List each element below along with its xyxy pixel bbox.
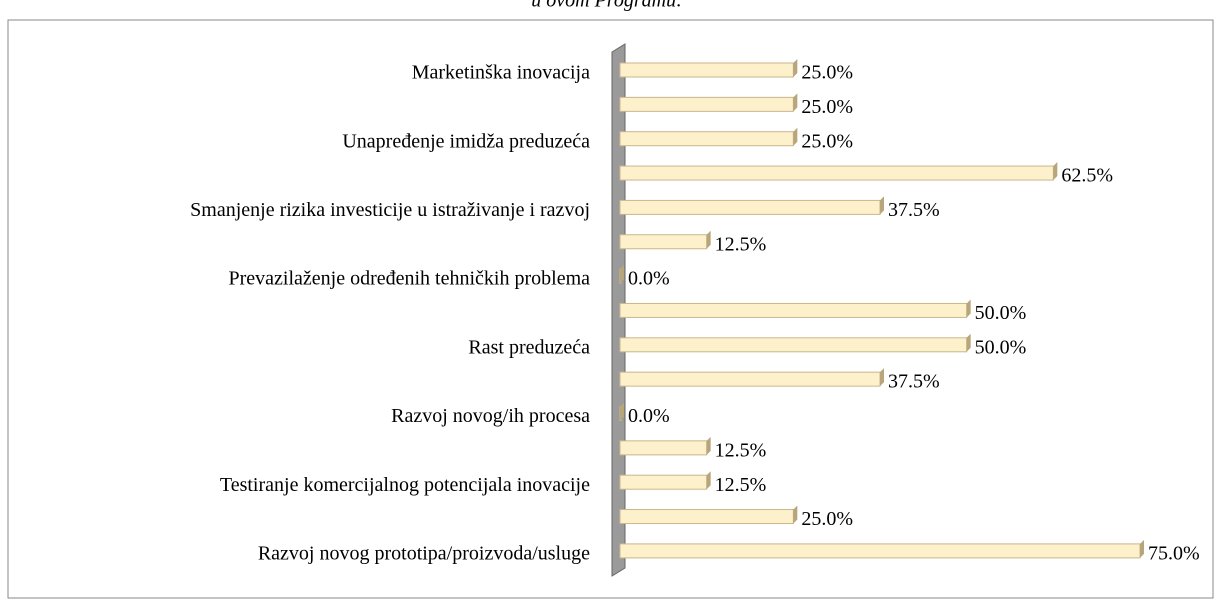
bar	[619, 165, 1054, 181]
value-label: 25.0%	[801, 130, 853, 152]
bar	[619, 440, 708, 456]
bar	[619, 509, 794, 525]
y-tick-label: Rast preduzeća	[468, 336, 590, 358]
chart-title: u ovom Programu:	[531, 0, 682, 12]
value-label: 25.0%	[801, 96, 853, 118]
bar	[619, 302, 968, 318]
value-label: 75.0%	[1148, 542, 1200, 564]
bar	[619, 62, 794, 78]
y-tick-label: Prevazilaženje određenih tehničkih probl…	[228, 268, 590, 290]
y-tick-label: Unapređenje imidža preduzeća	[342, 130, 590, 152]
bar-end	[706, 436, 711, 455]
value-label: 25.0%	[801, 508, 853, 530]
bar	[619, 474, 708, 490]
value-label: 37.5%	[888, 371, 940, 393]
bar-end	[793, 59, 798, 77]
bar-end	[966, 299, 971, 318]
bar-end	[620, 402, 624, 421]
bar	[619, 96, 794, 112]
bar	[619, 337, 968, 353]
y-tick-label: Smanjenje rizika investicije u istraživa…	[190, 199, 590, 221]
bar-end	[1140, 539, 1144, 558]
value-label: 50.0%	[975, 336, 1027, 358]
value-label: 12.5%	[715, 474, 767, 496]
bar	[619, 371, 881, 387]
value-label: 0.0%	[628, 268, 670, 290]
bar-end	[706, 471, 711, 490]
bar-end	[793, 127, 798, 146]
value-label: 25.0%	[801, 62, 853, 84]
bar-end	[880, 368, 884, 387]
bar	[619, 199, 881, 215]
value-label: 62.5%	[1061, 165, 1113, 187]
y-tick-label: Testiranje komercijalnog potencijala ino…	[220, 474, 590, 496]
value-label: 12.5%	[715, 233, 767, 255]
y-tick-label: Razvoj novog/ih procesa	[391, 405, 590, 427]
bar	[619, 131, 794, 147]
y-tick-label: Razvoj novog prototipa/proizvoda/usluge	[258, 542, 590, 564]
value-label: 0.0%	[628, 405, 670, 427]
value-label: 37.5%	[888, 199, 940, 221]
bar	[619, 543, 1141, 559]
bar-end	[966, 333, 971, 352]
value-label: 12.5%	[715, 439, 767, 461]
value-label: 50.0%	[975, 302, 1027, 324]
chart-border	[7, 19, 1214, 599]
bar-end	[1053, 162, 1058, 181]
bar-end	[620, 265, 624, 284]
bar-end	[793, 505, 798, 524]
bar-end	[706, 230, 711, 249]
bar	[619, 234, 708, 250]
y-tick-label: Marketinška inovacija	[412, 62, 590, 84]
bar-end	[880, 196, 884, 215]
bar-end	[793, 93, 798, 112]
